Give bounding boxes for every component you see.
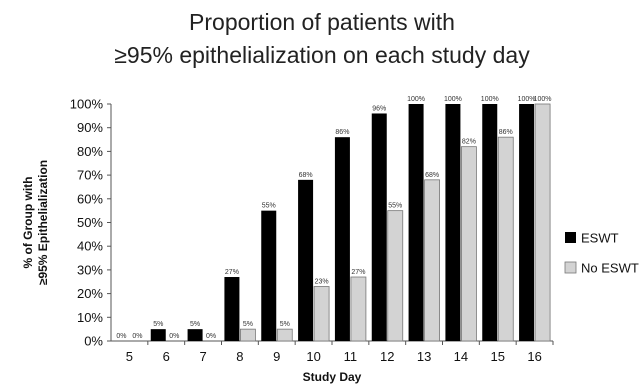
data-label-no-eswt: 100% [534, 96, 552, 103]
x-tick-label: 13 [417, 349, 431, 364]
x-tick-label: 8 [236, 349, 243, 364]
bar-eswt [150, 329, 166, 341]
data-label-no-eswt: 86% [499, 129, 513, 136]
legend: ESWT No ESWT [564, 231, 639, 276]
y-axis-title-line-1: % of Group with [21, 177, 35, 269]
bar-eswt [298, 179, 314, 341]
data-label-eswt: 100% [481, 96, 499, 103]
x-tick-label: 6 [163, 349, 170, 364]
x-tick-label: 5 [126, 349, 133, 364]
bar-eswt [261, 210, 277, 341]
y-tick-label: 10% [77, 310, 103, 325]
data-label-no-eswt: 55% [388, 203, 402, 210]
y-tick-label: 0% [84, 334, 103, 349]
bar-no-eswt [240, 328, 256, 342]
data-label-no-eswt: 27% [351, 269, 365, 276]
x-axis-title: Study Day [303, 370, 362, 384]
bar-no-eswt [461, 146, 477, 342]
x-tick-label: 7 [199, 349, 206, 364]
bar-no-eswt [497, 136, 514, 342]
data-label-eswt: 96% [372, 105, 386, 112]
data-label-no-eswt: 5% [243, 321, 253, 328]
bar-eswt [224, 277, 240, 341]
bar-no-eswt [350, 276, 367, 342]
y-tick-label: 20% [77, 286, 103, 301]
x-tick-label: 9 [273, 349, 280, 364]
bar-no-eswt [424, 179, 440, 342]
data-label-eswt: 27% [225, 269, 239, 276]
y-tick-label: 80% [77, 144, 103, 159]
legend-label-no-eswt: No ESWT [581, 261, 639, 276]
data-label-no-eswt: 5% [280, 321, 290, 328]
bar-eswt [445, 104, 461, 341]
bars [150, 103, 551, 342]
data-label-no-eswt: 68% [425, 172, 439, 179]
bar-no-eswt [387, 210, 404, 342]
y-axis-title-line-2: ≥95% Epithelialization [36, 160, 50, 285]
y-tick-label: 50% [77, 215, 103, 230]
x-tick-label: 11 [344, 349, 358, 364]
data-labels: 0% 0% 5% 0% 5% 0% 27% 5% 55% 5% 68% 23% 86% 27% 96% 55%… [116, 96, 551, 340]
bar-no-eswt [534, 103, 551, 342]
axes: 0%10%20%30%40%50%60%70%80%90%100%5 6 7 8 9 10… [21, 97, 554, 384]
legend-label-eswt: ESWT [581, 231, 619, 246]
legend-swatch-no-eswt [564, 261, 577, 274]
data-label-no-eswt: 82% [462, 139, 476, 146]
chart-title-line-1: Proportion of patients with [189, 9, 455, 35]
data-label-eswt: 86% [335, 129, 349, 136]
data-label-eswt: 0% [116, 333, 126, 340]
y-tick-label: 100% [70, 97, 104, 112]
data-label-eswt: 100% [407, 96, 425, 103]
x-tick-label: 14 [454, 349, 468, 364]
bar-eswt [371, 113, 387, 341]
data-label-no-eswt: 0% [169, 333, 179, 340]
y-axis-title: % of Group with ≥95% Epithelialization [21, 160, 50, 285]
legend-swatch-eswt [565, 232, 576, 243]
data-label-eswt: 68% [299, 172, 313, 179]
bar-no-eswt [276, 328, 293, 342]
x-tick-label: 15 [491, 349, 505, 364]
chart-title: Proportion of patients with ≥95% epithel… [0, 6, 644, 72]
y-tick-label: 60% [77, 191, 103, 206]
y-tick-label: 40% [77, 239, 103, 254]
bar-eswt [187, 329, 203, 341]
y-tick-label: 30% [77, 262, 103, 277]
y-tick-label: 70% [77, 168, 103, 183]
bar-eswt [519, 104, 535, 341]
x-tick-label: 16 [527, 349, 541, 364]
bar-eswt [408, 104, 424, 341]
chart-title-line-2: ≥95% epithelialization on each study day [114, 42, 530, 68]
data-label-no-eswt: 0% [206, 333, 216, 340]
data-label-no-eswt: 0% [132, 333, 142, 340]
data-label-no-eswt: 23% [315, 278, 329, 285]
bar-eswt [334, 137, 350, 341]
data-label-eswt: 100% [444, 96, 462, 103]
bar-eswt [482, 104, 498, 341]
data-label-eswt: 5% [153, 321, 163, 328]
y-tick-label: 90% [77, 120, 103, 135]
x-tick-label: 10 [306, 349, 320, 364]
x-tick-label: 12 [380, 349, 394, 364]
data-label-eswt: 5% [190, 321, 200, 328]
data-label-eswt: 55% [262, 203, 276, 210]
data-label-eswt: 100% [518, 96, 536, 103]
bar-no-eswt [313, 286, 330, 342]
